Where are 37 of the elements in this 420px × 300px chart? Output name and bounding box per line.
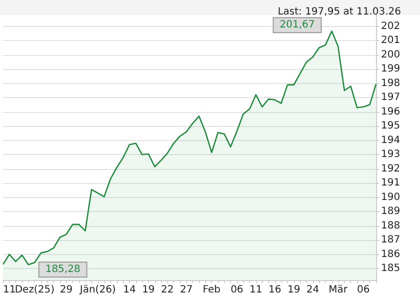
y-tick-label: 196	[381, 106, 400, 118]
x-tick-label: Feb	[202, 284, 221, 296]
y-tick-label: 186	[381, 248, 400, 260]
x-tick-label: Jän(26)	[78, 284, 116, 296]
y-tick-label: 197	[381, 92, 400, 104]
y-tick-label: 191	[381, 178, 400, 189]
y-tick-label: 194	[381, 134, 400, 146]
y-tick-label: 193	[381, 149, 400, 160]
y-tick-label: 200	[381, 49, 400, 60]
y-tick-label: 199	[381, 64, 400, 75]
x-tick-label: Mär	[328, 284, 348, 296]
x-tick-label: 14	[123, 284, 136, 296]
y-tick-label: 185	[381, 263, 400, 274]
y-tick-label: 202	[381, 20, 400, 32]
x-tick-label: 29	[60, 284, 73, 296]
y-tick-label: 192	[381, 163, 400, 174]
x-tick-label: 11	[250, 284, 262, 296]
annotation: 185,28	[45, 264, 80, 276]
x-tick-label: 06	[356, 284, 370, 296]
x-tick-label: 27	[180, 284, 193, 296]
x-tick-label: 24	[306, 284, 320, 296]
y-tick-label: 187	[381, 234, 400, 246]
y-tick-label: 198	[381, 78, 400, 89]
x-tick-label: 16	[268, 284, 282, 296]
x-tick-label: 11	[2, 284, 16, 296]
x-tick-label: 19	[287, 284, 300, 296]
x-tick-label: 19	[142, 284, 155, 296]
y-tick-label: 190	[381, 192, 400, 203]
y-tick-label: 188	[381, 220, 400, 232]
y-tick-label: 195	[381, 120, 400, 132]
chart-title: Last: 197,95 at 11.03.26	[278, 6, 402, 18]
x-tick-label: Dez(25)	[14, 284, 55, 296]
y-tick-label: 189	[381, 206, 400, 218]
x-tick-label: 22	[161, 284, 174, 296]
y-tick-label: 201	[381, 35, 400, 46]
x-tick-label: 06	[230, 284, 244, 296]
annotation: 201,67	[280, 20, 315, 31]
